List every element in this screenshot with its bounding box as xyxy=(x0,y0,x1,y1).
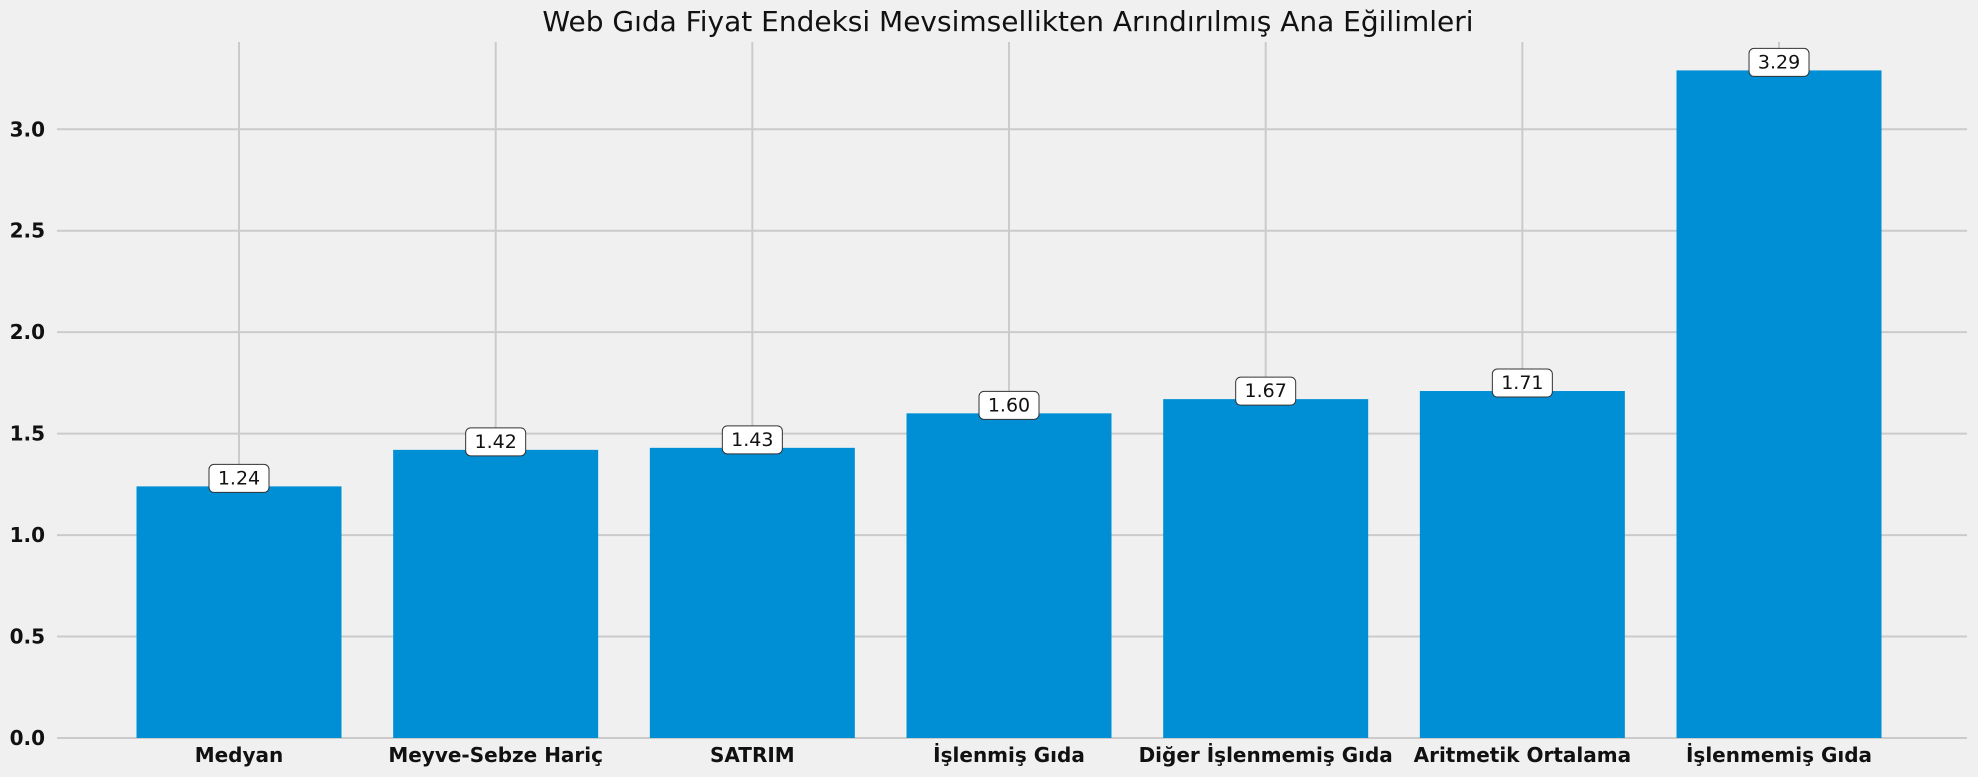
bar xyxy=(136,486,342,738)
value-label-box xyxy=(721,425,783,455)
value-label-text: 1.24 xyxy=(218,467,260,489)
value-label-text: 3.29 xyxy=(1758,51,1800,73)
x-tick-label: İşlenmiş Gıda xyxy=(933,743,1085,767)
value-label: 3.29 xyxy=(1748,47,1810,77)
value-label-box xyxy=(1748,47,1810,77)
value-labels-layer: 1.24 1.42 1.43 1.60 1.67 1.71 3.29 xyxy=(208,47,1810,493)
value-label-box xyxy=(978,390,1040,420)
value-label: 1.60 xyxy=(978,390,1040,420)
y-axis-ticks: 0.0 0.5 1.0 1.5 2.0 2.5 3.0 xyxy=(10,117,45,750)
bar xyxy=(906,413,1112,738)
x-axis-ticks: Medyan Meyve-Sebze Hariç SATRIM İşlenmiş Gı… xyxy=(195,743,1872,767)
value-label-text: 1.42 xyxy=(475,431,517,453)
y-tick-label: 0.5 xyxy=(10,625,45,649)
bar xyxy=(649,447,855,738)
x-tick-label: Meyve-Sebze Hariç xyxy=(388,743,603,767)
x-tick-label: Diğer İşlenmemiş Gıda xyxy=(1139,743,1393,767)
value-label: 1.24 xyxy=(208,463,270,493)
y-tick-label: 1.0 xyxy=(10,523,45,547)
value-label-box xyxy=(1491,368,1553,398)
value-label-box xyxy=(1235,376,1297,406)
bar xyxy=(1676,70,1882,739)
bar xyxy=(1163,399,1369,738)
value-label: 1.43 xyxy=(721,425,783,455)
x-tick-label: SATRIM xyxy=(710,743,795,767)
bar xyxy=(393,449,599,738)
value-label-text: 1.43 xyxy=(731,429,773,451)
bar xyxy=(1419,391,1625,738)
value-label: 1.71 xyxy=(1491,368,1553,398)
value-label-text: 1.71 xyxy=(1501,372,1543,394)
bars-layer xyxy=(136,70,1882,739)
y-tick-label: 3.0 xyxy=(10,117,45,141)
y-tick-label: 2.5 xyxy=(10,219,45,243)
chart-title: Web Gıda Fiyat Endeksi Mevsimsellikten A… xyxy=(542,5,1473,38)
value-label: 1.42 xyxy=(465,427,527,457)
x-tick-label: İşlenmemiş Gıda xyxy=(1686,743,1872,767)
y-tick-label: 1.5 xyxy=(10,422,45,446)
y-tick-label: 0.0 xyxy=(10,726,45,750)
value-label-box xyxy=(208,463,270,493)
value-label-text: 1.60 xyxy=(988,394,1030,416)
y-tick-label: 2.0 xyxy=(10,320,45,344)
value-label: 1.67 xyxy=(1235,376,1297,406)
value-label-text: 1.67 xyxy=(1245,380,1287,402)
value-label-box xyxy=(465,427,527,457)
x-tick-label: Aritmetik Ortalama xyxy=(1414,743,1631,767)
x-tick-label: Medyan xyxy=(195,743,284,767)
